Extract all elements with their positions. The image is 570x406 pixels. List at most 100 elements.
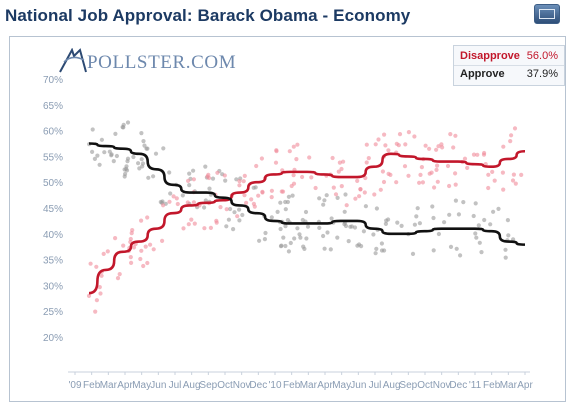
- disapprove-poll-point: [383, 143, 388, 148]
- x-tick-label: Aug: [183, 380, 201, 391]
- approve-poll-point: [412, 222, 417, 227]
- x-tick-label: Jul: [369, 380, 382, 391]
- approve-poll-point: [430, 204, 435, 209]
- legend-item-approve[interactable]: Approve 37.9%: [460, 66, 558, 82]
- disapprove-poll-point: [307, 155, 312, 160]
- disapprove-poll-point: [341, 159, 346, 164]
- x-tick-label: May: [132, 380, 151, 391]
- disapprove-poll-point: [453, 182, 458, 187]
- disapprove-poll-point: [174, 196, 179, 201]
- disapprove-poll-point: [192, 221, 197, 226]
- disapprove-poll-point: [269, 195, 274, 200]
- disapprove-poll-point: [435, 179, 440, 184]
- disapprove-poll-point: [189, 217, 194, 222]
- disapprove-poll-point: [509, 133, 514, 138]
- approve-poll-point: [124, 164, 129, 169]
- approve-poll-point: [321, 202, 326, 207]
- disapprove-poll-point: [453, 133, 458, 138]
- approve-poll-point: [191, 168, 196, 173]
- approve-poll-point: [374, 246, 379, 251]
- disapprove-poll-point: [115, 276, 121, 281]
- approve-poll-point: [482, 217, 487, 223]
- x-tick-label: Dec: [449, 380, 467, 391]
- approve-poll-point: [180, 193, 185, 198]
- disapprove-poll-point: [364, 142, 369, 147]
- logo-text: POLLSTER.COM: [87, 52, 237, 73]
- approve-poll-point: [232, 210, 237, 215]
- disapprove-poll-point: [160, 238, 165, 243]
- disapprove-poll-point: [448, 132, 453, 137]
- approve-poll-point: [90, 149, 95, 154]
- disapprove-poll-point: [427, 146, 432, 151]
- approve-poll-point: [322, 246, 327, 251]
- approve-poll-point: [415, 206, 420, 211]
- approve-poll-point: [303, 209, 309, 215]
- disapprove-poll-point: [300, 174, 305, 180]
- disapprove-poll-point: [417, 180, 422, 185]
- legend-item-disapprove[interactable]: Disapprove 56.0%: [460, 48, 558, 64]
- approve-poll-point: [142, 143, 147, 148]
- y-tick-label: 25%: [43, 307, 63, 318]
- disapprove-poll-point: [386, 148, 391, 153]
- disapprove-poll-point: [202, 226, 207, 231]
- disapprove-poll-point: [436, 144, 441, 149]
- approve-poll-point: [102, 150, 107, 155]
- approve-poll-point: [109, 153, 114, 158]
- disapprove-poll-point: [287, 149, 292, 154]
- disapprove-poll-point: [145, 260, 150, 266]
- disapprove-poll-point: [251, 201, 256, 206]
- disapprove-poll-point: [402, 164, 408, 169]
- x-tick-label: Oct: [217, 380, 233, 391]
- expand-chart-button[interactable]: [534, 4, 560, 24]
- approve-poll-point: [283, 224, 288, 229]
- y-tick-label: 70%: [43, 75, 63, 86]
- approve-poll-point: [125, 156, 131, 161]
- disapprove-poll-point: [295, 142, 300, 147]
- approve-poll-point: [286, 194, 291, 199]
- pollster-logo-icon: [59, 48, 87, 73]
- disapprove-poll-point: [99, 273, 104, 278]
- disapprove-poll-point: [453, 171, 458, 176]
- disapprove-poll-point: [500, 170, 505, 175]
- approve-poll-point: [355, 243, 360, 248]
- disapprove-poll-point: [423, 143, 428, 148]
- approve-poll-point: [335, 235, 340, 240]
- disapprove-poll-point: [381, 179, 387, 185]
- x-tick-label: Jul: [169, 380, 182, 391]
- disapprove-poll-point: [339, 166, 344, 172]
- approve-poll-point: [114, 153, 119, 159]
- legend-divider: [454, 65, 564, 66]
- disapprove-poll-point: [508, 139, 513, 144]
- x-tick-label: Mar: [500, 380, 518, 391]
- disapprove-poll-point: [191, 200, 196, 205]
- disapprove-poll-point: [357, 194, 362, 199]
- disapprove-poll-point: [364, 160, 369, 165]
- x-tick-label: Sep: [399, 380, 417, 391]
- disapprove-poll-point: [419, 165, 424, 170]
- disapprove-poll-point: [191, 177, 196, 182]
- approve-poll-point: [283, 207, 288, 212]
- approve-poll-point: [503, 247, 508, 252]
- approve-poll-point: [231, 227, 236, 232]
- disapprove-poll-point: [406, 130, 411, 135]
- legend-value-disapprove: 56.0%: [526, 50, 558, 62]
- approve-poll-point: [371, 232, 376, 237]
- approve-poll-point: [503, 255, 508, 260]
- disapprove-poll-point: [145, 215, 150, 220]
- disapprove-poll-point: [130, 228, 135, 233]
- disapprove-poll-point: [175, 201, 180, 207]
- approve-poll-point: [125, 120, 131, 125]
- approve-poll-point: [301, 244, 306, 249]
- approve-poll-point: [321, 233, 326, 239]
- x-tick-label: Jun: [150, 380, 166, 391]
- approve-poll-point: [97, 162, 102, 167]
- disapprove-poll-point: [397, 132, 403, 137]
- approve-poll-point: [167, 170, 172, 175]
- approve-poll-point: [417, 221, 422, 226]
- approve-poll-point: [281, 235, 286, 240]
- disapprove-poll-point: [242, 173, 247, 178]
- approve-poll-point: [304, 236, 309, 241]
- approve-poll-point: [342, 209, 347, 214]
- approve-poll-point: [234, 177, 239, 182]
